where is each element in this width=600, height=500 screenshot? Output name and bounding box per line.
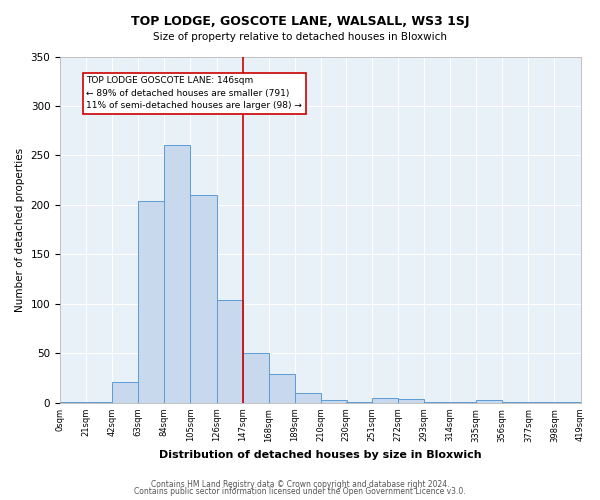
Bar	[450, 402, 476, 403]
Bar	[346, 402, 372, 403]
Text: Size of property relative to detached houses in Bloxwich: Size of property relative to detached ho…	[153, 32, 447, 42]
Text: Contains public sector information licensed under the Open Government Licence v3: Contains public sector information licen…	[134, 487, 466, 496]
Bar	[242, 354, 269, 403]
Bar	[372, 398, 398, 403]
Y-axis label: Number of detached properties: Number of detached properties	[15, 148, 25, 312]
Bar	[502, 402, 529, 403]
Bar	[269, 374, 295, 403]
Text: TOP LODGE GOSCOTE LANE: 146sqm
← 89% of detached houses are smaller (791)
11% of: TOP LODGE GOSCOTE LANE: 146sqm ← 89% of …	[86, 76, 302, 110]
Text: Contains HM Land Registry data © Crown copyright and database right 2024.: Contains HM Land Registry data © Crown c…	[151, 480, 449, 489]
Bar	[476, 400, 502, 403]
Bar	[217, 300, 242, 403]
Bar	[138, 201, 164, 403]
Bar	[321, 400, 347, 403]
Bar	[60, 402, 86, 403]
X-axis label: Distribution of detached houses by size in Bloxwich: Distribution of detached houses by size …	[159, 450, 482, 460]
Bar	[581, 401, 600, 403]
Bar	[398, 399, 424, 403]
Text: TOP LODGE, GOSCOTE LANE, WALSALL, WS3 1SJ: TOP LODGE, GOSCOTE LANE, WALSALL, WS3 1S…	[131, 15, 469, 28]
Bar	[295, 393, 321, 403]
Bar	[112, 382, 138, 403]
Bar	[86, 402, 112, 403]
Bar	[164, 144, 190, 403]
Bar	[554, 402, 581, 403]
Bar	[190, 195, 217, 403]
Bar	[424, 402, 450, 403]
Bar	[529, 402, 554, 403]
